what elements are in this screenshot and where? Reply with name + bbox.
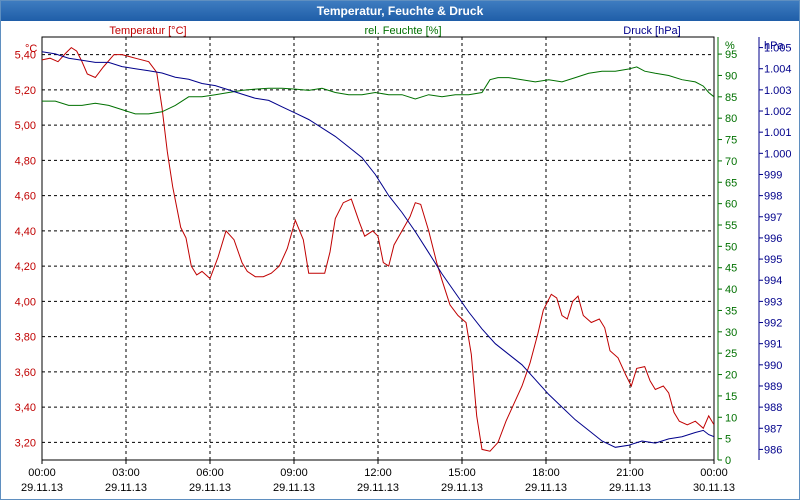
humidity-tick-label: 35 bbox=[725, 305, 737, 317]
x-tick-label-date: 29.11.13 bbox=[273, 482, 315, 494]
temperature-tick-label: 5,20 bbox=[15, 85, 36, 97]
x-tick-label-time: 00:00 bbox=[700, 467, 728, 479]
temperature-tick-label: 5,00 bbox=[15, 120, 36, 132]
x-tick-label-time: 21:00 bbox=[616, 467, 644, 479]
humidity-tick-label: 20 bbox=[725, 370, 737, 382]
humidity-tick-label: 60 bbox=[725, 199, 737, 211]
humidity-tick-label: 30 bbox=[725, 327, 737, 339]
pressure-tick-label: 1.001 bbox=[764, 127, 792, 139]
pressure-tick-label: 987 bbox=[764, 423, 782, 435]
pressure-tick-label: 992 bbox=[764, 318, 782, 330]
humidity-tick-label: 90 bbox=[725, 70, 737, 82]
x-tick-label-date: 29.11.13 bbox=[609, 482, 651, 494]
pressure-tick-label: 1.004 bbox=[764, 64, 792, 76]
humidity-axis-unit: % bbox=[725, 40, 735, 52]
temperature-tick-label: 4,60 bbox=[15, 191, 36, 203]
series-line-pressure bbox=[42, 51, 714, 448]
x-tick-label-date: 30.11.13 bbox=[693, 482, 735, 494]
humidity-tick-label: 0 bbox=[725, 455, 731, 467]
humidity-tick-label: 50 bbox=[725, 241, 737, 253]
humidity-tick-label: 75 bbox=[725, 135, 737, 147]
pressure-tick-label: 1.002 bbox=[764, 106, 792, 118]
humidity-tick-label: 5 bbox=[725, 434, 731, 446]
pressure-axis-unit: hPa bbox=[764, 40, 784, 52]
x-tick-label-date: 29.11.13 bbox=[105, 482, 147, 494]
x-tick-label-date: 29.11.13 bbox=[189, 482, 231, 494]
x-tick-label-time: 09:00 bbox=[280, 467, 308, 479]
temperature-tick-label: 3,80 bbox=[15, 332, 36, 344]
temperature-tick-label: 3,60 bbox=[15, 367, 36, 379]
x-tick-label-time: 15:00 bbox=[448, 467, 476, 479]
x-tick-label-time: 06:00 bbox=[196, 467, 224, 479]
humidity-tick-label: 95 bbox=[725, 49, 737, 61]
pressure-tick-label: 996 bbox=[764, 233, 782, 245]
pressure-tick-label: 1.003 bbox=[764, 85, 792, 97]
humidity-tick-label: 85 bbox=[725, 92, 737, 104]
temperature-tick-label: 4,80 bbox=[15, 155, 36, 167]
pressure-tick-label: 986 bbox=[764, 444, 782, 456]
x-tick-label-time: 12:00 bbox=[364, 467, 392, 479]
pressure-tick-label: 993 bbox=[764, 296, 782, 308]
temperature-tick-label: 3,20 bbox=[15, 437, 36, 449]
temperature-axis-unit: °C bbox=[25, 43, 37, 55]
x-tick-label-time: 03:00 bbox=[112, 467, 140, 479]
temperature-axis-label: Temperatur [°C] bbox=[109, 25, 186, 37]
series-line-temperature bbox=[42, 46, 714, 452]
pressure-tick-label: 1.005 bbox=[764, 43, 792, 55]
pressure-tick-label: 999 bbox=[764, 169, 782, 181]
pressure-tick-label: 998 bbox=[764, 191, 782, 203]
pressure-tick-label: 995 bbox=[764, 254, 782, 266]
pressure-axis-label: Druck [hPa] bbox=[623, 25, 680, 37]
pressure-tick-label: 989 bbox=[764, 381, 782, 393]
pressure-tick-label: 994 bbox=[764, 275, 782, 287]
pressure-tick-label: 997 bbox=[764, 212, 782, 224]
temperature-tick-label: 3,40 bbox=[15, 402, 36, 414]
pressure-tick-label: 1.000 bbox=[764, 148, 792, 160]
x-tick-label-date: 29.11.13 bbox=[441, 482, 483, 494]
series-line-humidity bbox=[42, 66, 714, 115]
pressure-tick-label: 991 bbox=[764, 339, 782, 351]
humidity-tick-label: 45 bbox=[725, 263, 737, 275]
x-tick-label-time: 18:00 bbox=[532, 467, 560, 479]
humidity-tick-label: 70 bbox=[725, 156, 737, 168]
humidity-tick-label: 15 bbox=[725, 391, 737, 403]
humidity-tick-label: 65 bbox=[725, 177, 737, 189]
humidity-tick-label: 40 bbox=[725, 284, 737, 296]
humidity-axis-label: rel. Feuchte [%] bbox=[364, 25, 441, 37]
x-tick-label-time: 00:00 bbox=[28, 467, 56, 479]
humidity-tick-label: 80 bbox=[725, 113, 737, 125]
x-tick-label-date: 29.11.13 bbox=[21, 482, 63, 494]
temperature-tick-label: 4,40 bbox=[15, 226, 36, 238]
temperature-tick-label: 5,40 bbox=[15, 50, 36, 62]
pressure-tick-label: 990 bbox=[764, 360, 782, 372]
x-tick-label-date: 29.11.13 bbox=[525, 482, 567, 494]
temperature-tick-label: 4,20 bbox=[15, 261, 36, 273]
temperature-tick-label: 4,00 bbox=[15, 296, 36, 308]
humidity-tick-label: 10 bbox=[725, 412, 737, 424]
window-title: Temperatur, Feuchte & Druck bbox=[1, 1, 799, 21]
pressure-tick-label: 988 bbox=[764, 402, 782, 414]
humidity-tick-label: 25 bbox=[725, 348, 737, 360]
humidity-tick-label: 55 bbox=[725, 220, 737, 232]
x-tick-label-date: 29.11.13 bbox=[357, 482, 399, 494]
